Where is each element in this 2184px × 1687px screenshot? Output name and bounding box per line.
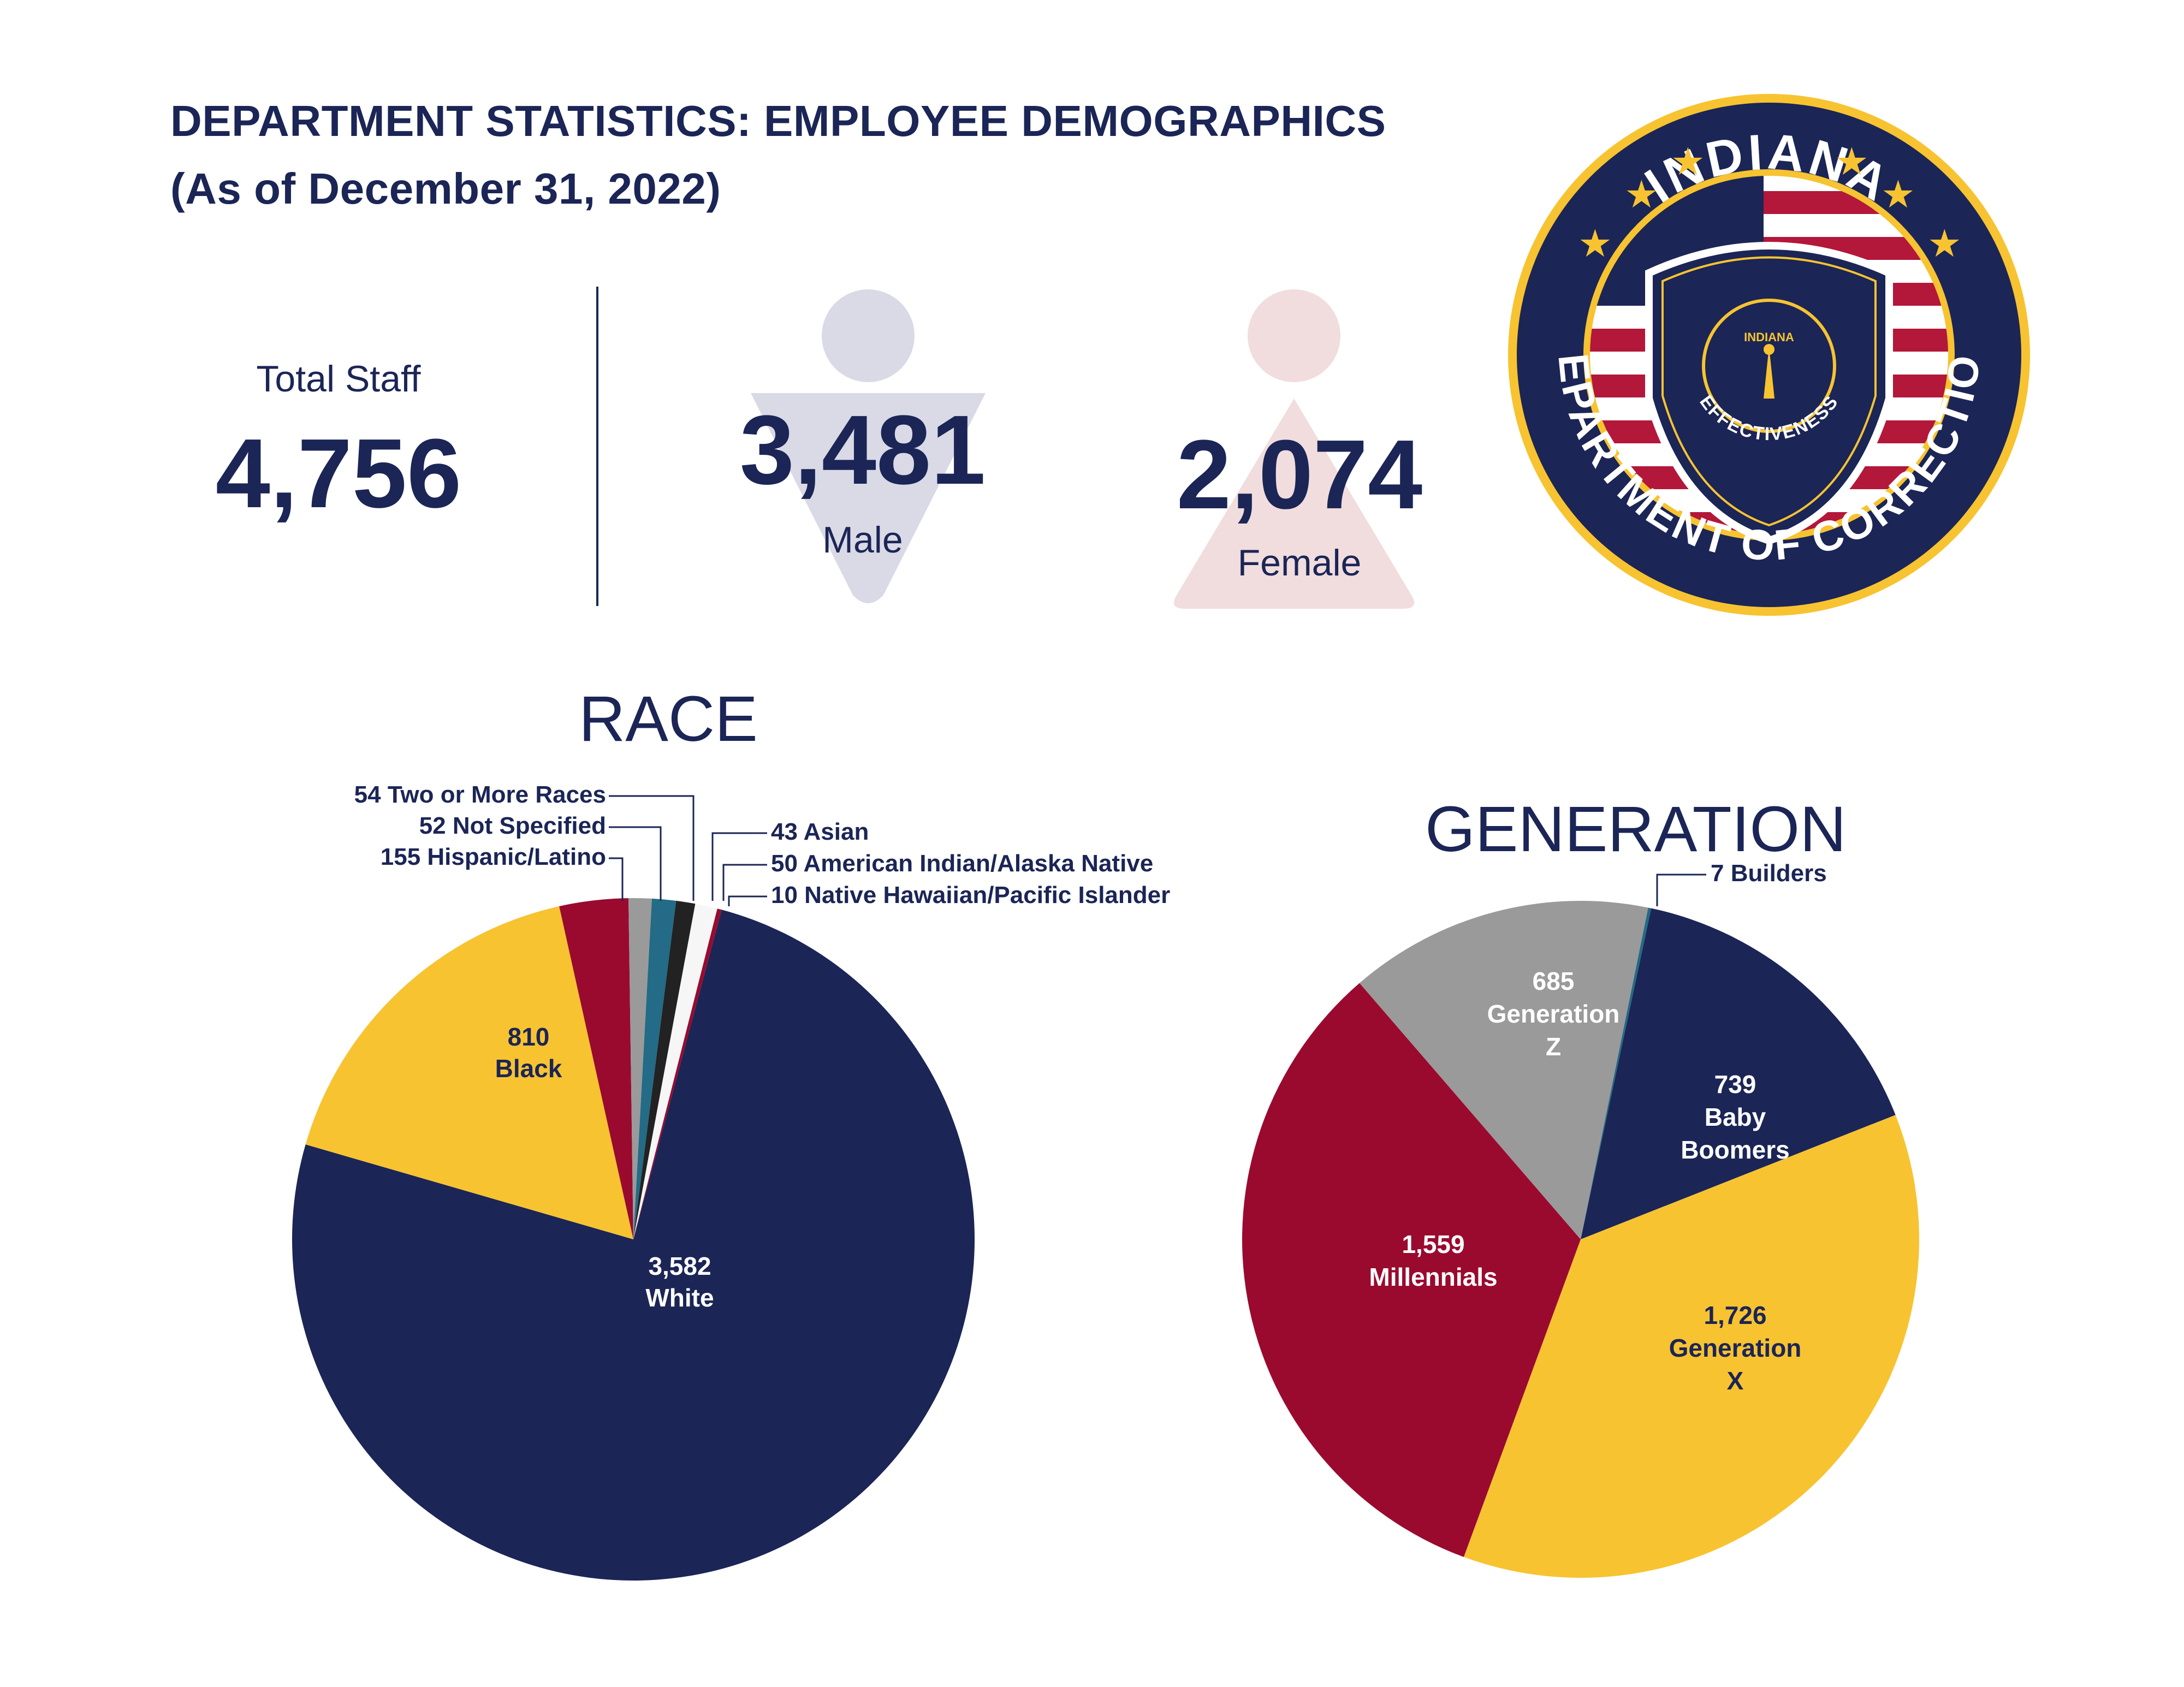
star-icon: ★ — [1578, 222, 1612, 265]
race-label-not-specified: 52 Not Specified — [419, 812, 606, 839]
male-label: Male — [822, 519, 903, 561]
race-label-american-indian: 50 American Indian/Alaska Native — [771, 850, 1153, 877]
gen-label-builders: 7 Builders — [1711, 860, 1827, 887]
race-slice-native-hawaiian-pacific-islander — [633, 908, 722, 1239]
male-icon — [751, 289, 986, 603]
race-slice-white — [292, 910, 975, 1581]
gen-slice-generation-x — [1463, 1115, 1919, 1578]
stats-divider — [596, 287, 598, 606]
race-label-native-hawaiian: 10 Native Hawaiian/Pacific Islander — [771, 882, 1170, 908]
generation-pie-chart — [1242, 901, 1919, 1578]
gen-slice-millennials — [1242, 983, 1581, 1557]
total-staff-value: 4,756 — [215, 419, 462, 528]
gen-name-genz-line1: Generation — [1487, 1000, 1620, 1028]
race-slice-hispanic-latino — [559, 898, 633, 1239]
gen-value-millennials: 1,559 — [1402, 1230, 1464, 1258]
gen-name-millennials: Millennials — [1369, 1263, 1497, 1291]
star-icon: ★ — [1671, 140, 1705, 183]
total-staff-label: Total Staff — [256, 358, 421, 400]
seal-center-text: INDIANA — [1744, 330, 1794, 344]
race-label-asian: 43 Asian — [771, 818, 869, 845]
race-slice-not-specified — [628, 898, 652, 1239]
gen-name-genz-line2: Z — [1546, 1032, 1561, 1061]
generation-chart-title: GENERATION — [1425, 793, 1847, 865]
leader-builders — [1656, 874, 1706, 906]
gen-name-genx-line1: Generation — [1669, 1334, 1802, 1362]
page-title: DEPARTMENT STATISTICS: EMPLOYEE DEMOGRAP… — [170, 97, 1386, 145]
race-value-white: 3,582 — [648, 1252, 711, 1280]
race-chart-title: RACE — [579, 683, 758, 755]
female-label: Female — [1237, 542, 1362, 584]
leader-two-or-more — [609, 795, 695, 901]
gen-slice-builders — [1581, 907, 1652, 1239]
star-icon: ★ — [1881, 173, 1915, 216]
leader-american-indian — [722, 864, 767, 901]
gen-value-genx: 1,726 — [1704, 1301, 1766, 1329]
race-value-black: 810 — [508, 1023, 550, 1051]
gen-value-genz: 685 — [1533, 967, 1575, 995]
leader-hispanic — [609, 857, 624, 901]
gen-slice-baby-boomers — [1581, 908, 1896, 1239]
leader-not-specified — [609, 826, 662, 901]
race-label-two-or-more: 54 Two or More Races — [354, 781, 606, 808]
race-slice-black — [305, 906, 633, 1239]
seal-stars: ★ ★ ★ ★ ★ ★ — [1578, 140, 1962, 265]
gen-value-boomers: 739 — [1714, 1070, 1756, 1098]
gen-slice-generation-z — [1359, 901, 1648, 1239]
indiana-doc-seal: EFFECTIVENESS INDIANA INDIANA DEPARTMENT… — [1507, 93, 2030, 616]
charts-canvas: 54 Two or More Races 52 Not Specified 15… — [292, 781, 1919, 1581]
race-label-hispanic: 155 Hispanic/Latino — [381, 844, 606, 870]
race-slice-two-or-more-races — [633, 898, 676, 1239]
race-name-white: White — [645, 1284, 714, 1312]
race-slice-american-indian-alaska-native — [633, 904, 717, 1239]
race-slice-asian — [633, 900, 696, 1239]
race-pie-chart — [292, 898, 975, 1581]
page-subtitle: (As of December 31, 2022) — [170, 164, 721, 213]
race-name-black: Black — [495, 1054, 562, 1083]
gender-icons — [751, 289, 1414, 609]
leader-native-hawaiian — [728, 895, 767, 906]
female-icon — [1174, 289, 1414, 609]
star-icon: ★ — [1624, 173, 1659, 216]
male-count: 3,481 — [739, 395, 986, 505]
female-count: 2,074 — [1176, 420, 1423, 530]
gen-name-boomers-line1: Baby — [1705, 1103, 1766, 1131]
gen-name-genx-line2: X — [1727, 1367, 1744, 1395]
star-icon: ★ — [1835, 140, 1869, 183]
callout-lines — [609, 795, 1706, 906]
leader-asian — [711, 832, 767, 901]
gen-name-boomers-line2: Boomers — [1681, 1136, 1789, 1164]
star-icon: ★ — [1927, 222, 1962, 265]
